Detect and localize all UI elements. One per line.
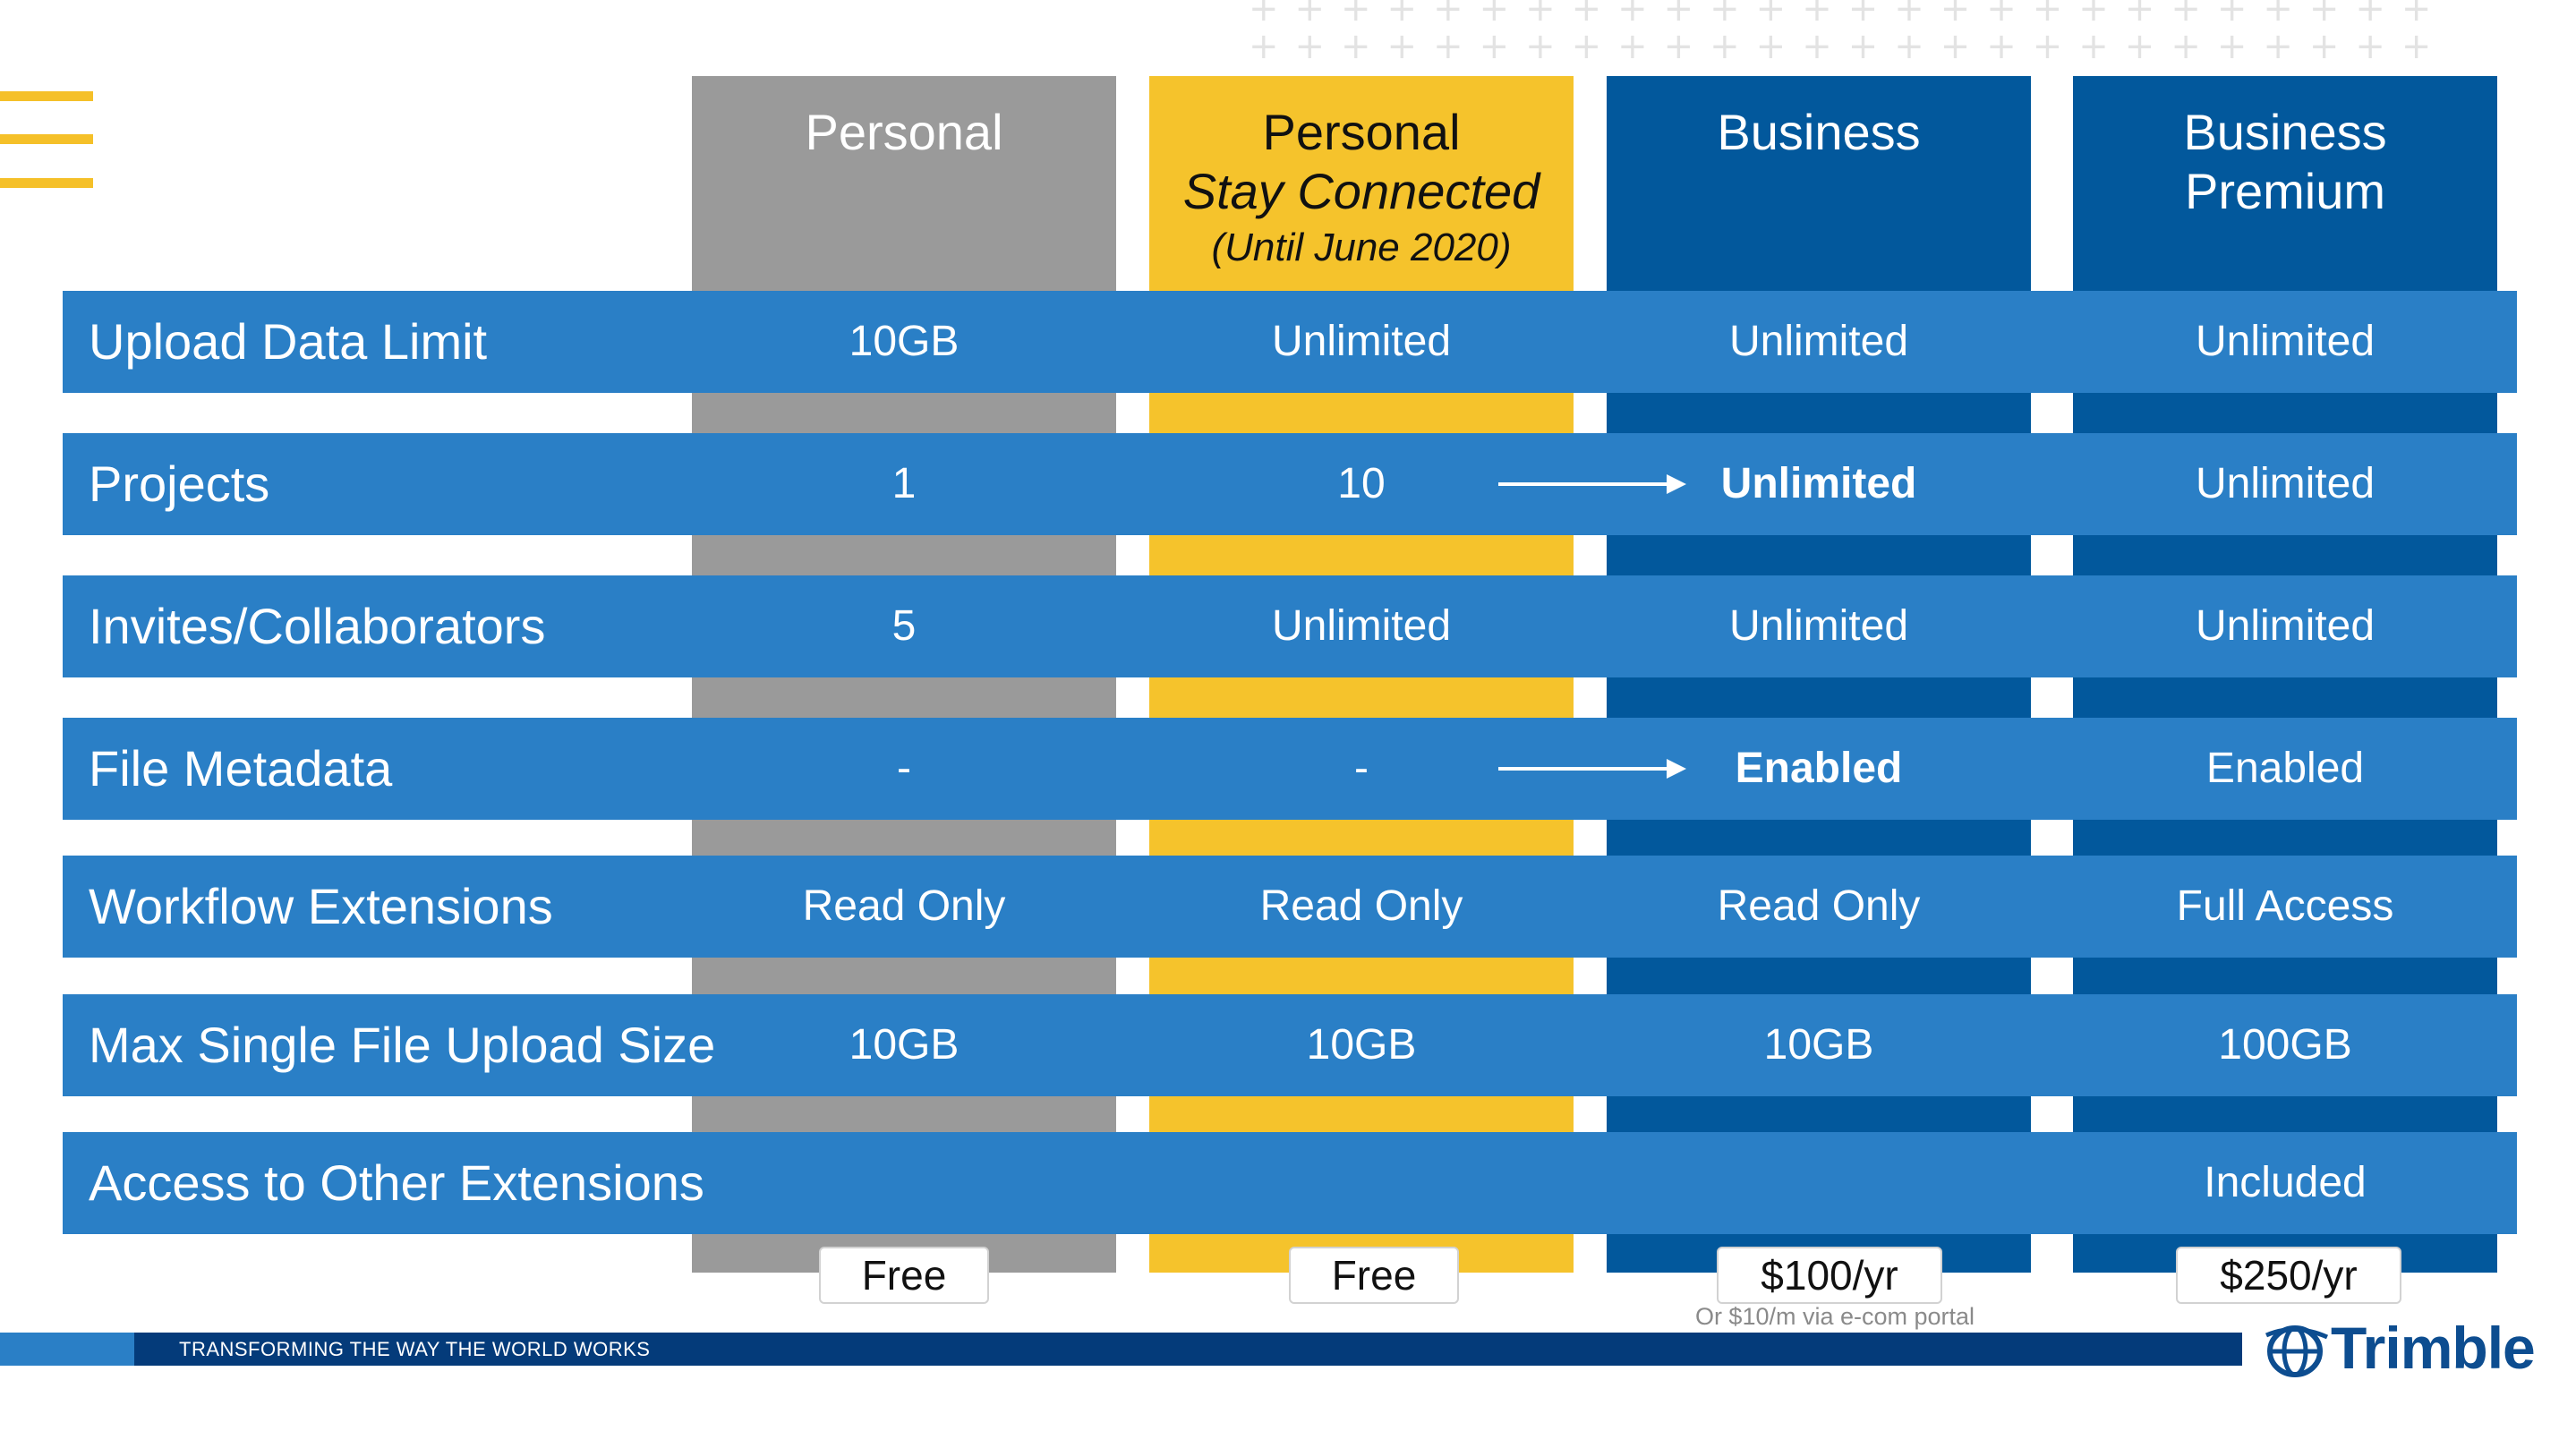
plan-title-business-premium: Business Premium (2073, 103, 2497, 221)
feature-label: File Metadata (89, 740, 393, 796)
cell-stay-connected: Read Only (1259, 882, 1463, 930)
plan-title-personal: Personal (692, 103, 1116, 162)
cell-business-premium: Included (2204, 1159, 2367, 1206)
plan-name: Business (1717, 104, 1921, 160)
menu-icon[interactable] (0, 91, 93, 192)
feature-label: Projects (89, 456, 270, 512)
feature-label: Upload Data Limit (89, 313, 488, 370)
plan-name-line1: Business (2183, 104, 2387, 160)
cell-stay-connected: 10 (1337, 460, 1386, 507)
decorative-plus-pattern: ++++++++++++++++++++++++++ +++++++++++++ … (1249, 0, 2439, 67)
cell-business-premium: Enabled (2205, 745, 2365, 792)
cell-business: 10GB (1763, 1021, 1874, 1069)
cell-personal: 5 (891, 602, 917, 650)
cell-business: Unlimited (1728, 318, 1909, 365)
cell-stay-connected: Unlimited (1271, 318, 1452, 365)
cell-business-premium: Unlimited (2195, 318, 2376, 365)
feature-row-invites-collaborators: Invites/Collaborators 5 Unlimited Unlimi… (63, 575, 2517, 677)
cell-business: Unlimited (1728, 602, 1909, 650)
cell-stay-connected (1149, 1132, 1574, 1234)
feature-row-projects: Projects 1 10 Unlimited Unlimited (63, 433, 2517, 535)
cell-business: Unlimited (1720, 460, 1917, 507)
cell-business-premium: Unlimited (2195, 602, 2376, 650)
plan-subtitle: Stay Connected (1182, 163, 1540, 219)
plan-title-business: Business (1607, 103, 2031, 162)
feature-row-workflow-extensions: Workflow Extensions Read Only Read Only … (63, 856, 2517, 958)
plan-title-stay-connected: Personal Stay Connected (Until June 2020… (1149, 103, 1574, 275)
feature-row-access-to-other-extensions: Access to Other Extensions Included (63, 1132, 2517, 1234)
arrow-right-icon (1498, 474, 1686, 494)
cell-personal: 10GB (849, 1021, 960, 1069)
plan-name-line2: Premium (2184, 163, 2386, 219)
feature-label: Access to Other Extensions (89, 1154, 704, 1211)
cell-personal: - (897, 745, 911, 792)
footer-tagline: TRANSFORMING THE WAY THE WORLD WORKS (179, 1338, 651, 1360)
cell-stay-connected: Unlimited (1271, 602, 1452, 650)
trimble-globe-icon (2265, 1325, 2329, 1377)
arrow-right-icon (1498, 759, 1686, 779)
price-tag-stay-connected: Free (1289, 1247, 1459, 1304)
cell-business (1607, 1132, 2031, 1234)
plan-note: (Until June 2020) (1211, 226, 1512, 269)
cell-personal: 10GB (849, 318, 960, 365)
footer-bar: TRANSFORMING THE WAY THE WORLD WORKS (0, 1333, 2242, 1366)
trimble-logo: Trimble (2265, 1312, 2536, 1384)
cell-personal (692, 1132, 1116, 1234)
plan-name: Personal (805, 104, 1003, 160)
cell-business-premium: Unlimited (2195, 460, 2376, 507)
cell-business-premium: Full Access (2176, 882, 2394, 930)
cell-personal: 1 (891, 460, 917, 507)
feature-row-file-metadata: File Metadata - - Enabled Enabled (63, 718, 2517, 820)
feature-label: Invites/Collaborators (89, 598, 546, 654)
price-note-business: Or $10/m via e-com portal (1694, 1303, 1975, 1330)
cell-stay-connected: - (1354, 745, 1369, 792)
cell-stay-connected: 10GB (1306, 1021, 1417, 1069)
footer-accent (0, 1333, 134, 1366)
cell-personal: Read Only (802, 882, 1006, 930)
price-tag-personal: Free (819, 1247, 989, 1304)
cell-business: Enabled (1735, 745, 1903, 792)
plan-name: Personal (1262, 104, 1461, 160)
logo-wordmark: Trimble (2331, 1315, 2536, 1381)
feature-row-max-single-file-upload-size: Max Single File Upload Size 10GB 10GB 10… (63, 994, 2517, 1096)
feature-row-upload-data-limit: Upload Data Limit 10GB Unlimited Unlimit… (63, 291, 2517, 393)
cell-business: Read Only (1717, 882, 1921, 930)
feature-label: Max Single File Upload Size (89, 1017, 716, 1073)
price-tag-business-premium: $250/yr (2176, 1247, 2401, 1304)
cell-business-premium: 100GB (2218, 1021, 2352, 1069)
feature-label: Workflow Extensions (89, 878, 553, 934)
price-tag-business: $100/yr (1717, 1247, 1942, 1304)
